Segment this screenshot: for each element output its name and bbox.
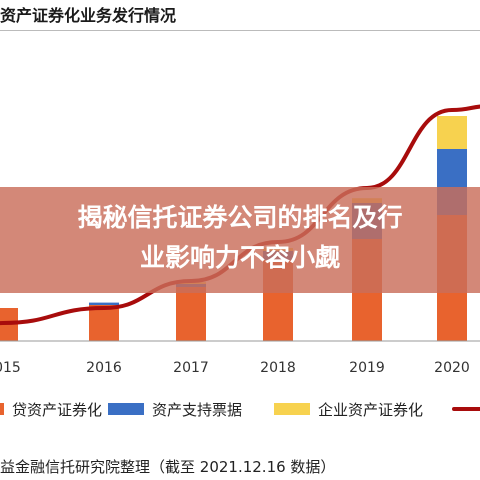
x-tick-label: 2016 bbox=[86, 360, 122, 376]
legend-item-credit-abs: 贷资产证券化 bbox=[0, 396, 102, 422]
bar-2016-series-1 bbox=[89, 302, 119, 305]
title-divider bbox=[0, 30, 480, 31]
legend-label-abn: 资产支持票据 bbox=[152, 400, 243, 419]
x-tick-label: 2015 bbox=[0, 360, 21, 376]
banner-headline: 揭秘信托证券公司的排名及行 业影响力不容小觑 bbox=[0, 198, 480, 278]
x-tick-label: 2019 bbox=[349, 360, 385, 376]
source-note: 益金融信托研究院整理（截至 2021.12.16 数据） bbox=[0, 458, 336, 476]
legend-item-abn: 资产支持票据 bbox=[108, 396, 242, 422]
legend-swatch-line bbox=[452, 407, 480, 411]
legend-label-enterprise-abs: 企业资产证券化 bbox=[318, 400, 424, 419]
legend-item-enterprise-abs: 企业资产证券化 bbox=[274, 396, 423, 422]
overlay-banner bbox=[0, 187, 480, 293]
chart-title: 资产证券化业务发行情况 bbox=[0, 6, 177, 25]
legend-label-credit-abs: 贷资产证券化 bbox=[12, 400, 103, 419]
legend-swatch-yellow bbox=[274, 403, 310, 415]
legend-swatch-orange bbox=[0, 403, 4, 415]
bar-2016-series-0 bbox=[89, 305, 119, 341]
legend-swatch-blue bbox=[108, 403, 144, 415]
x-tick-label: 2018 bbox=[260, 360, 296, 376]
banner-line-2: 业影响力不容小觑 bbox=[139, 243, 340, 272]
banner-line-1: 揭秘信托证券公司的排名及行 bbox=[77, 203, 403, 232]
bar-2020-series-2 bbox=[437, 116, 467, 149]
x-tick-label: 2020 bbox=[434, 360, 470, 376]
bar-2017-series-0 bbox=[176, 287, 206, 341]
legend-item-growth-line bbox=[452, 396, 480, 422]
x-tick-label: 2017 bbox=[173, 360, 209, 376]
chart-legend: 贷资产证券化 资产支持票据 企业资产证券化 bbox=[0, 396, 480, 422]
